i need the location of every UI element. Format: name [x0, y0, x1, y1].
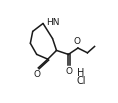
Text: O: O: [66, 67, 73, 77]
Text: O: O: [34, 70, 41, 79]
Text: HN: HN: [46, 18, 59, 27]
Text: Cl: Cl: [76, 76, 86, 86]
Text: H: H: [77, 68, 85, 78]
Text: O: O: [74, 37, 81, 46]
